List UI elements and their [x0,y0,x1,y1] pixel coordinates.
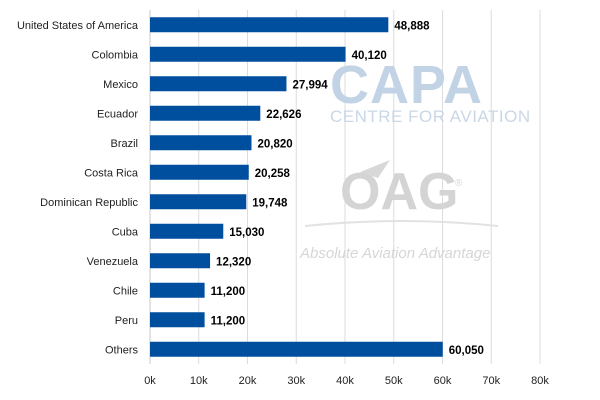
data-label: 20,258 [255,168,291,180]
bar [150,17,389,33]
oag-tagline-watermark: Absolute Aviation Advantage [299,245,490,262]
oag-registered-mark: ® [455,178,463,189]
bar [150,312,205,328]
category-label: Chile [113,285,138,297]
category-label: Dominican Republic [40,197,138,209]
category-label: Others [105,344,139,356]
x-tick-label: 10k [190,375,208,387]
x-tick-label: 70k [482,375,500,387]
data-label: 15,030 [229,227,264,239]
x-tick-label: 40k [336,375,354,387]
x-tick-label: 80k [531,375,549,387]
category-label: Peru [115,315,138,327]
category-label: Venezuela [87,256,139,268]
category-labels: United States of America Colombia Mexico Ec… [17,20,139,357]
data-label: 11,200 [211,286,246,298]
category-label: Colombia [92,49,139,61]
x-axis: 0k 10k 20k 30k 40k 50k 60k 70k 80k [144,375,549,387]
category-label: Ecuador [97,108,138,120]
data-label: 12,320 [216,256,251,268]
bar [150,76,287,92]
category-label: Cuba [112,226,139,238]
bar [150,105,261,121]
watermarks: CAPA CENTRE FOR AVIATION OAG ® Absolute … [299,55,531,262]
data-label: 19,748 [252,197,288,209]
x-tick-label: 20k [239,375,257,387]
category-label: Costa Rica [84,167,139,179]
gridlines [149,10,541,364]
bar [150,253,211,269]
bar [150,194,247,210]
data-label: 40,120 [352,50,387,62]
bar [150,223,224,239]
oag-logo-watermark: OAG [340,163,458,221]
data-label: 20,820 [257,138,292,150]
oag-plane-icon [360,160,390,178]
x-tick-label: 30k [287,375,305,387]
x-tick-label: 50k [385,375,403,387]
data-label: 11,200 [211,315,246,327]
bar [150,46,346,62]
bar [150,135,252,151]
x-tick-label: 0k [144,375,156,387]
category-label: Brazil [110,138,138,150]
data-label: 22,626 [266,109,301,121]
category-label: United States of America [17,20,139,32]
data-labels: 48,888 40,120 27,994 22,626 20,820 20,258 19,7… [211,20,484,357]
bars [150,17,443,357]
x-tick-label: 60k [434,375,452,387]
bar [150,341,443,357]
category-label: Mexico [103,79,138,91]
bar [150,282,205,298]
oag-swoosh-icon [304,220,499,227]
data-label: 48,888 [394,20,430,32]
data-label: 27,994 [292,79,328,91]
bar [150,164,249,180]
capa-logo-watermark: CAPA [330,55,483,115]
capa-subtitle-watermark: CENTRE FOR AVIATION [330,107,531,126]
data-label: 60,050 [449,345,484,357]
